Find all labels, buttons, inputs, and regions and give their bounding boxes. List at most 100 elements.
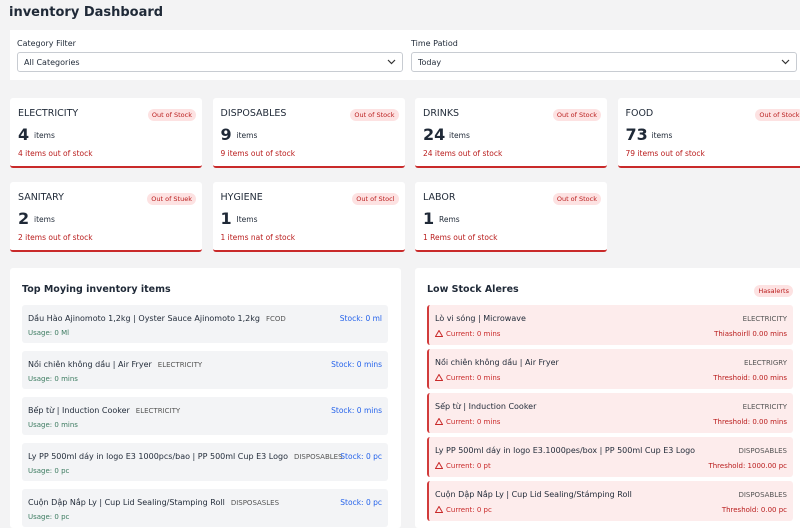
filter-value: Today (418, 58, 441, 67)
item-usage: Usage: 0 mins (28, 375, 78, 383)
panel-title: Low Stock Aleres (427, 284, 519, 295)
page-title: inventory Dashboard (9, 5, 163, 20)
card-unit: Rems (439, 215, 460, 224)
card-badge: Out of Stuek (147, 193, 196, 205)
filter-value: All Categories (24, 58, 80, 67)
card-count: 73 (626, 125, 648, 144)
chevron (781, 59, 790, 65)
item-category: DISPOSABLES (294, 453, 343, 461)
item-usage: Usage: 0 Ml (28, 329, 69, 337)
warning-icon (435, 374, 443, 381)
alert-item: Ly PP 500ml dáy in logo E3.1000pes/box |… (427, 437, 793, 477)
filter-label: Time Patiod (411, 39, 458, 48)
chevron (387, 59, 396, 65)
alert-item: Lò vi sóng | Microwave ELECTRICITY Current… (427, 305, 793, 345)
alert-item: Cuộn Dập Nắp Ly | Cup Lid Sealing/Stámpi… (427, 481, 793, 521)
item-category: DISPOSASLES (231, 499, 279, 507)
alert-category: ELECTRICITY (743, 315, 787, 323)
warning-icon (435, 418, 443, 425)
card-name: SANITARY (18, 192, 64, 203)
alert-category: DISPOSABLES (738, 491, 787, 499)
item-title: Dầu Hào Ajinomoto 1,2kg | Oyster Sauce A… (28, 314, 286, 323)
card-badge: Out of Stock (350, 109, 398, 121)
card-note: 24 items out of stock (423, 149, 502, 158)
alert-name: Lò vi sóng | Microwave (435, 314, 526, 323)
moving-panel: Top Moying inventory items Dầu Hào Ajino… (10, 268, 401, 528)
card-unit: items (34, 215, 55, 224)
alert-threshold: Threshoid: 0.00 mins (713, 374, 787, 382)
alert-current: Current: 0 pt (435, 462, 491, 470)
moving-item: Nồi chiên không dầu | Air Fryer ELECTRICI… (22, 351, 388, 389)
item-title: Nồi chiên không dầu | Air Fryer ELECTRICI… (28, 360, 202, 369)
alert-current-text: Current: 0 mins (446, 418, 500, 426)
alert-name: Sếp từ | Induction Cooker (435, 402, 536, 411)
alert-threshold: Threshold: 0.00 mins (713, 418, 787, 426)
item-stock: Stock: 0 pc (340, 452, 382, 461)
warning-icon (435, 462, 443, 469)
card-name: HYGIENE (221, 192, 263, 203)
item-category: ELECTRICITY (158, 361, 202, 369)
card-count: 2 (18, 209, 29, 228)
alert-current-text: Current: 0 mins (446, 330, 500, 338)
card-badge: Out of Stock (553, 109, 601, 121)
moving-item: Ly PP 500ml dáy in logo E3 1000pcs/bao |… (22, 443, 388, 481)
alert-current: Current: 0 pc (435, 506, 492, 514)
warning-icon (435, 330, 443, 337)
card-unit: Items (237, 215, 258, 224)
card-name: DRINKS (423, 108, 459, 119)
alert-current-text: Current: 0 mins (446, 374, 500, 382)
card-unit: items (652, 131, 673, 140)
alert-category: ELECTRICITY (743, 403, 787, 411)
card-note: 9 items out of stock (221, 149, 296, 158)
alerts-badge: Hasalerts (754, 285, 793, 297)
item-category: FCOD (266, 315, 286, 323)
item-title: Cuộn Dập Nắp Ly | Cup Lid Sealing/Stampi… (28, 498, 279, 507)
card-name: DISPOSABLES (221, 108, 287, 119)
card-badge: Out of Stocl (352, 193, 398, 205)
alert-category: ELECTRIGRY (744, 359, 787, 367)
item-usage: Usage: 0 mins (28, 421, 78, 429)
card-note: 1 items nat of stock (221, 233, 296, 242)
alert-current: Current: 0 mins (435, 418, 500, 426)
item-name: Nồi chiên không dầu | Air Fryer (28, 360, 152, 369)
item-stock: Stock: 0 pc (340, 498, 382, 507)
alert-name: Cuộn Dập Nắp Ly | Cup Lid Sealing/Stámpi… (435, 490, 632, 499)
card-count: 1 (423, 209, 434, 228)
alert-threshold: Thiashoirll 0.00 mins (714, 330, 787, 338)
warning-icon (435, 506, 443, 513)
item-stock: Stock: 0 mins (331, 406, 382, 415)
alert-name: Ly PP 500ml dáy in logo E3.1000pes/box |… (435, 446, 695, 455)
card-badge: Out of Stock (755, 109, 800, 121)
item-name: Dầu Hào Ajinomoto 1,2kg | Oyster Sauce A… (28, 314, 260, 323)
item-name: Ly PP 500ml dáy in logo E3 1000pcs/bao |… (28, 452, 288, 461)
alerts-panel: Low Stock Aleres Hasalerts Lò vi sóng | … (415, 268, 800, 528)
card-count: 4 (18, 125, 29, 144)
card-note: 79 items out of stock (626, 149, 705, 158)
filter-panel: Category Filter All Categories Time Patiod… (10, 30, 800, 80)
card-badge: Out of Stock (148, 109, 196, 121)
filter-label: Category Filter (17, 39, 76, 48)
filter-select[interactable]: Today (411, 52, 797, 72)
alert-item: Sếp từ | Induction Cooker ELECTRICITY Curr… (427, 393, 793, 433)
item-stock: Stock: 0 mins (331, 360, 382, 369)
card-badge: Out of Stock (553, 193, 601, 205)
card-note: 1 Rems out of stock (423, 233, 497, 242)
item-usage: Usage: 0 pc (28, 513, 69, 521)
card-count: 9 (221, 125, 232, 144)
moving-item: Dầu Hào Ajinomoto 1,2kg | Oyster Sauce A… (22, 305, 388, 343)
filter-select[interactable]: All Categories (17, 52, 403, 72)
item-usage: Usage: 0 pc (28, 467, 69, 475)
card-note: 4 items out of stock (18, 149, 93, 158)
alert-threshold: Threshold: 1000.00 pc (708, 462, 787, 470)
alert-current-text: Current: 0 pc (446, 506, 492, 514)
card-name: ELECTRICITY (18, 108, 78, 119)
